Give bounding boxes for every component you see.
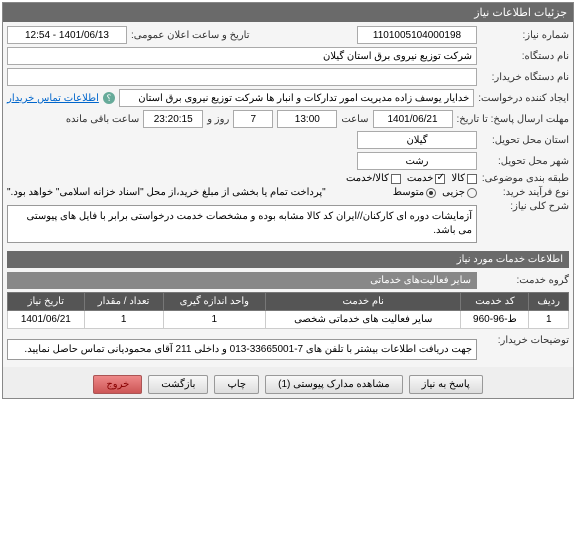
city-value: رشت bbox=[357, 152, 477, 170]
pub-time-value: 1401/06/13 - 12:54 bbox=[7, 26, 127, 44]
requester-label: ایجاد کننده درخواست: bbox=[478, 93, 569, 104]
requester-value: خدایار یوسف زاده مدیریت امور تدارکات و ا… bbox=[119, 89, 474, 107]
category-radios: کالا خدمت کالا/خدمت bbox=[346, 173, 477, 184]
org-value: شرکت توزیع نیروی برق استان گیلان bbox=[7, 47, 477, 65]
th-qty: تعداد / مقدار bbox=[84, 293, 163, 311]
deadline-date: 1401/06/21 bbox=[373, 110, 453, 128]
days-value: 7 bbox=[233, 110, 273, 128]
info-icon[interactable]: ؟ bbox=[103, 92, 115, 104]
pub-time-label: تاریخ و ساعت اعلان عمومی: bbox=[131, 30, 250, 41]
day-label: روز و bbox=[207, 114, 229, 125]
need-no-value: 1101005104000198 bbox=[357, 26, 477, 44]
services-table: ردیف کد خدمت نام خدمت واحد اندازه گیری ت… bbox=[7, 292, 569, 329]
minor-radio[interactable]: جزیی bbox=[442, 187, 477, 198]
contact-link[interactable]: اطلاعات تماس خریدار bbox=[7, 93, 99, 104]
td-index: 1 bbox=[529, 311, 569, 329]
td-date: 1401/06/21 bbox=[8, 311, 85, 329]
group-value: سایر فعالیت‌های خدماتی bbox=[7, 272, 477, 289]
table-row[interactable]: 1 ط-96-960 سایر فعالیت های خدماتی شخصی 1… bbox=[8, 311, 569, 329]
buyer-notes: جهت دریافت اطلاعات بیشتر با تلفن های 7-3… bbox=[7, 339, 477, 360]
buyer-label: نام دستگاه خریدار: bbox=[481, 72, 569, 83]
td-unit: 1 bbox=[163, 311, 266, 329]
services-section-title: اطلاعات خدمات مورد نیاز bbox=[7, 251, 569, 268]
main-panel: جزئیات اطلاعات نیاز شماره نیاز: 11010051… bbox=[2, 2, 574, 399]
desc-text: آزمایشات دوره ای کارکنان//ایران کد کالا … bbox=[7, 205, 477, 243]
attachments-button[interactable]: مشاهده مدارک پیوستی (1) bbox=[265, 375, 403, 394]
th-code: کد خدمت bbox=[461, 293, 529, 311]
th-index: ردیف bbox=[529, 293, 569, 311]
th-name: نام خدمت bbox=[266, 293, 461, 311]
deadline-time: 13:00 bbox=[277, 110, 337, 128]
goods-check[interactable]: کالا bbox=[451, 173, 477, 184]
table-header-row: ردیف کد خدمت نام خدمت واحد اندازه گیری ت… bbox=[8, 293, 569, 311]
panel-body: شماره نیاز: 1101005104000198 تاریخ و ساع… bbox=[3, 22, 573, 367]
exit-button[interactable]: خروج bbox=[93, 375, 142, 394]
remain-time: 23:20:15 bbox=[143, 110, 203, 128]
city-label: شهر محل تحویل: bbox=[481, 156, 569, 167]
buyer-value bbox=[7, 68, 477, 86]
th-date: تاریخ نیاز bbox=[8, 293, 85, 311]
payment-note: "پرداخت تمام یا بخشی از مبلغ خرید،از محل… bbox=[7, 187, 326, 198]
td-name: سایر فعالیت های خدماتی شخصی bbox=[266, 311, 461, 329]
group-label: گروه خدمت: bbox=[481, 275, 569, 286]
medium-radio[interactable]: متوسط bbox=[393, 187, 436, 198]
category-label: طبقه بندی موضوعی: bbox=[481, 173, 569, 184]
print-button[interactable]: چاپ bbox=[214, 375, 259, 394]
need-no-label: شماره نیاز: bbox=[481, 30, 569, 41]
time-label-1: ساعت bbox=[341, 114, 368, 125]
province-value: گیلان bbox=[357, 131, 477, 149]
deadline-label: مهلت ارسال پاسخ: تا تاریخ: bbox=[457, 114, 569, 125]
th-unit: واحد اندازه گیری bbox=[163, 293, 266, 311]
respond-button[interactable]: پاسخ به نیاز bbox=[409, 375, 483, 394]
both-check[interactable]: کالا/خدمت bbox=[346, 173, 401, 184]
back-button[interactable]: بازگشت bbox=[148, 375, 208, 394]
org-label: نام دستگاه: bbox=[481, 51, 569, 62]
service-check[interactable]: خدمت bbox=[407, 173, 446, 184]
process-radios: جزیی متوسط bbox=[393, 187, 477, 198]
remain-label: ساعت باقی مانده bbox=[66, 114, 139, 125]
td-code: ط-96-960 bbox=[461, 311, 529, 329]
province-label: استان محل تحویل: bbox=[481, 135, 569, 146]
desc-label: شرح کلی نیاز: bbox=[481, 201, 569, 212]
td-qty: 1 bbox=[84, 311, 163, 329]
panel-title: جزئیات اطلاعات نیاز bbox=[3, 3, 573, 22]
buyer-notes-label: توضیحات خریدار: bbox=[481, 335, 569, 346]
button-bar: پاسخ به نیاز مشاهده مدارک پیوستی (1) چاپ… bbox=[3, 367, 573, 398]
process-label: نوع فرآیند خرید: bbox=[481, 187, 569, 198]
